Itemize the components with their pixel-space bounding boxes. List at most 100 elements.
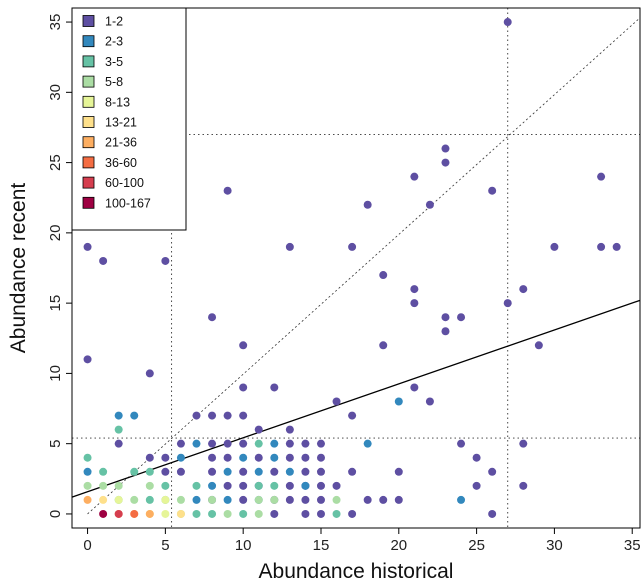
- data-point: [394, 495, 403, 504]
- data-point: [410, 299, 419, 308]
- y-tick-label: 0: [47, 510, 64, 518]
- data-point: [176, 495, 185, 504]
- data-point: [270, 509, 279, 518]
- legend-label: 36-60: [105, 156, 137, 170]
- x-tick-label: 30: [546, 537, 563, 554]
- data-point: [441, 313, 450, 322]
- data-point: [270, 481, 279, 490]
- data-point: [145, 495, 154, 504]
- legend-label: 21-36: [105, 136, 137, 150]
- data-point: [114, 509, 123, 518]
- data-point: [145, 467, 154, 476]
- data-point: [363, 495, 372, 504]
- data-point: [519, 285, 528, 294]
- x-axis: 0 5 10 15 20 25 30 35: [83, 528, 641, 554]
- data-point: [285, 481, 294, 490]
- data-point: [161, 495, 170, 504]
- data-point: [145, 509, 154, 518]
- data-point: [208, 495, 217, 504]
- data-point: [519, 481, 528, 490]
- data-point: [441, 144, 450, 153]
- data-point: [83, 495, 92, 504]
- data-point: [457, 439, 466, 448]
- data-point: [176, 439, 185, 448]
- data-point: [114, 411, 123, 420]
- data-point: [161, 509, 170, 518]
- y-tick-label: 15: [47, 295, 64, 312]
- data-point: [176, 509, 185, 518]
- x-tick-label: 15: [313, 537, 330, 554]
- data-point: [239, 341, 248, 350]
- data-point: [254, 439, 263, 448]
- data-point: [348, 467, 357, 476]
- data-point: [223, 411, 232, 420]
- y-axis-label: Abundance recent: [7, 183, 30, 354]
- legend-swatch: [82, 176, 95, 189]
- data-point: [239, 453, 248, 462]
- legend-swatch: [82, 55, 95, 68]
- data-point: [208, 313, 217, 322]
- data-point: [239, 495, 248, 504]
- data-point: [130, 495, 139, 504]
- data-point: [379, 271, 388, 280]
- data-point: [208, 453, 217, 462]
- legend-swatch: [82, 196, 95, 209]
- data-point: [301, 467, 310, 476]
- data-point: [519, 439, 528, 448]
- data-point: [488, 509, 497, 518]
- data-point: [301, 509, 310, 518]
- y-tick-label: 10: [47, 365, 64, 382]
- data-point: [441, 158, 450, 167]
- x-axis-label: Abundance historical: [259, 560, 454, 583]
- data-point: [285, 439, 294, 448]
- data-point: [285, 495, 294, 504]
- legend-label: 60-100: [105, 176, 144, 190]
- data-point: [114, 425, 123, 434]
- data-point: [223, 467, 232, 476]
- data-point: [597, 242, 606, 251]
- data-point: [208, 439, 217, 448]
- data-point: [83, 481, 92, 490]
- data-point: [99, 495, 108, 504]
- y-tick-label: 5: [47, 440, 64, 448]
- data-point: [161, 481, 170, 490]
- data-point: [161, 453, 170, 462]
- data-point: [363, 439, 372, 448]
- data-point: [239, 481, 248, 490]
- x-tick-label: 20: [390, 537, 407, 554]
- data-point: [316, 509, 325, 518]
- data-point: [503, 299, 512, 308]
- data-point: [270, 467, 279, 476]
- data-point: [223, 509, 232, 518]
- data-point: [192, 411, 201, 420]
- y-tick-label: 20: [47, 225, 64, 242]
- legend-swatch: [82, 116, 95, 128]
- data-point: [114, 495, 123, 504]
- data-points: [83, 18, 621, 518]
- data-point: [363, 200, 372, 209]
- data-point: [223, 495, 232, 504]
- data-point: [254, 495, 263, 504]
- legend-swatch: [82, 75, 95, 88]
- data-point: [285, 453, 294, 462]
- data-point: [99, 467, 108, 476]
- data-point: [457, 495, 466, 504]
- data-point: [597, 172, 606, 181]
- data-point: [239, 439, 248, 448]
- data-point: [83, 355, 92, 364]
- legend-label: 5-8: [105, 75, 123, 89]
- x-tick-label: 25: [468, 537, 485, 554]
- data-point: [488, 186, 497, 195]
- data-point: [457, 313, 466, 322]
- y-tick-label: 25: [47, 154, 64, 171]
- data-point: [270, 439, 279, 448]
- data-point: [410, 172, 419, 181]
- y-tick-label: 30: [47, 84, 64, 101]
- data-point: [208, 509, 217, 518]
- data-point: [254, 453, 263, 462]
- data-point: [254, 481, 263, 490]
- data-point: [130, 509, 139, 518]
- data-point: [83, 453, 92, 462]
- data-point: [316, 467, 325, 476]
